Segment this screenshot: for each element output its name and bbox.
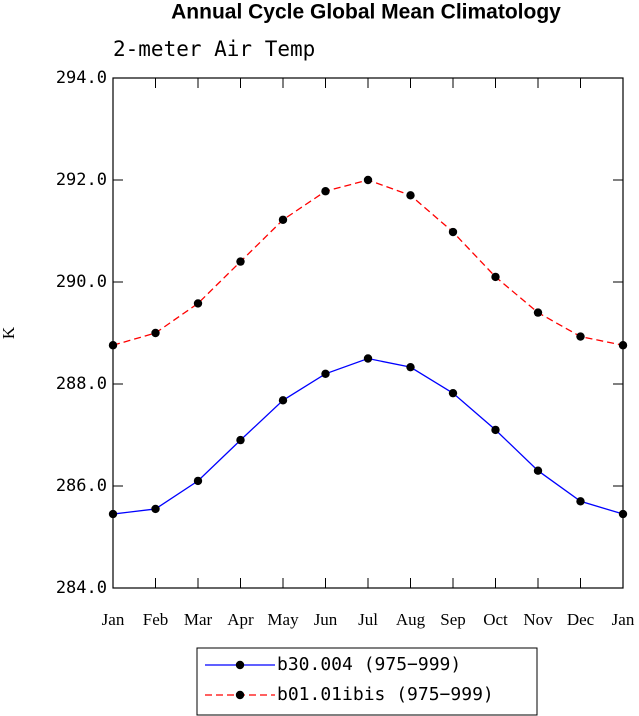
point — [151, 504, 160, 514]
x-tick-label: May — [267, 610, 299, 629]
legend-box — [196, 647, 538, 716]
subtitle: 2-meter Air Temp — [113, 37, 315, 61]
point — [533, 466, 543, 475]
point — [193, 299, 203, 308]
series-line — [112, 179, 624, 346]
point — [236, 435, 245, 445]
y-tick-label: 284.0 — [56, 578, 107, 598]
x-tick-label: Oct — [483, 610, 508, 629]
point — [236, 257, 245, 266]
x-tick-label: Jun — [314, 610, 338, 629]
series-line — [112, 357, 624, 515]
point — [278, 396, 288, 405]
y-tick-label: 286.0 — [56, 476, 107, 496]
legend-marker — [235, 660, 245, 670]
point — [363, 175, 373, 185]
x-tick-label: Dec — [567, 610, 595, 629]
y-tick-label: 294.0 — [56, 68, 107, 88]
point — [406, 191, 415, 200]
legend-label: b30.004 (975−999) — [277, 654, 461, 675]
plot-frame — [112, 77, 624, 589]
x-tick-label: Feb — [143, 610, 169, 629]
legend-label: b01.01ibis (975−999) — [277, 684, 494, 705]
x-tick-label: Apr — [227, 610, 254, 629]
x-tick-label: Mar — [184, 610, 213, 629]
x-tick-label: Aug — [396, 610, 426, 629]
point — [618, 509, 628, 519]
y-tick-label: 290.0 — [56, 272, 107, 292]
point — [321, 369, 330, 378]
legend-marker — [235, 690, 245, 700]
point — [363, 354, 373, 363]
point — [151, 328, 160, 338]
point — [576, 497, 585, 506]
y-tick-label: 288.0 — [56, 374, 107, 394]
x-tick-label: Jan — [102, 610, 125, 629]
x-tick-label: Sep — [440, 610, 466, 629]
point — [491, 272, 500, 282]
point — [448, 227, 458, 237]
point — [278, 215, 288, 224]
point — [193, 476, 203, 486]
point — [108, 341, 118, 350]
point — [576, 332, 585, 341]
point — [533, 308, 543, 317]
point — [618, 341, 628, 350]
y-axis-label: K — [0, 326, 18, 339]
point — [448, 388, 458, 398]
chart-title: Annual Cycle Global Mean Climatology — [171, 1, 561, 24]
x-tick-label: Nov — [523, 610, 553, 629]
y-tick-label: 292.0 — [56, 170, 107, 190]
point — [321, 187, 330, 196]
point — [406, 362, 415, 372]
point — [108, 509, 118, 519]
x-tick-label: Jul — [358, 610, 378, 629]
x-tick-label: Jan — [612, 610, 635, 629]
point — [491, 425, 500, 435]
